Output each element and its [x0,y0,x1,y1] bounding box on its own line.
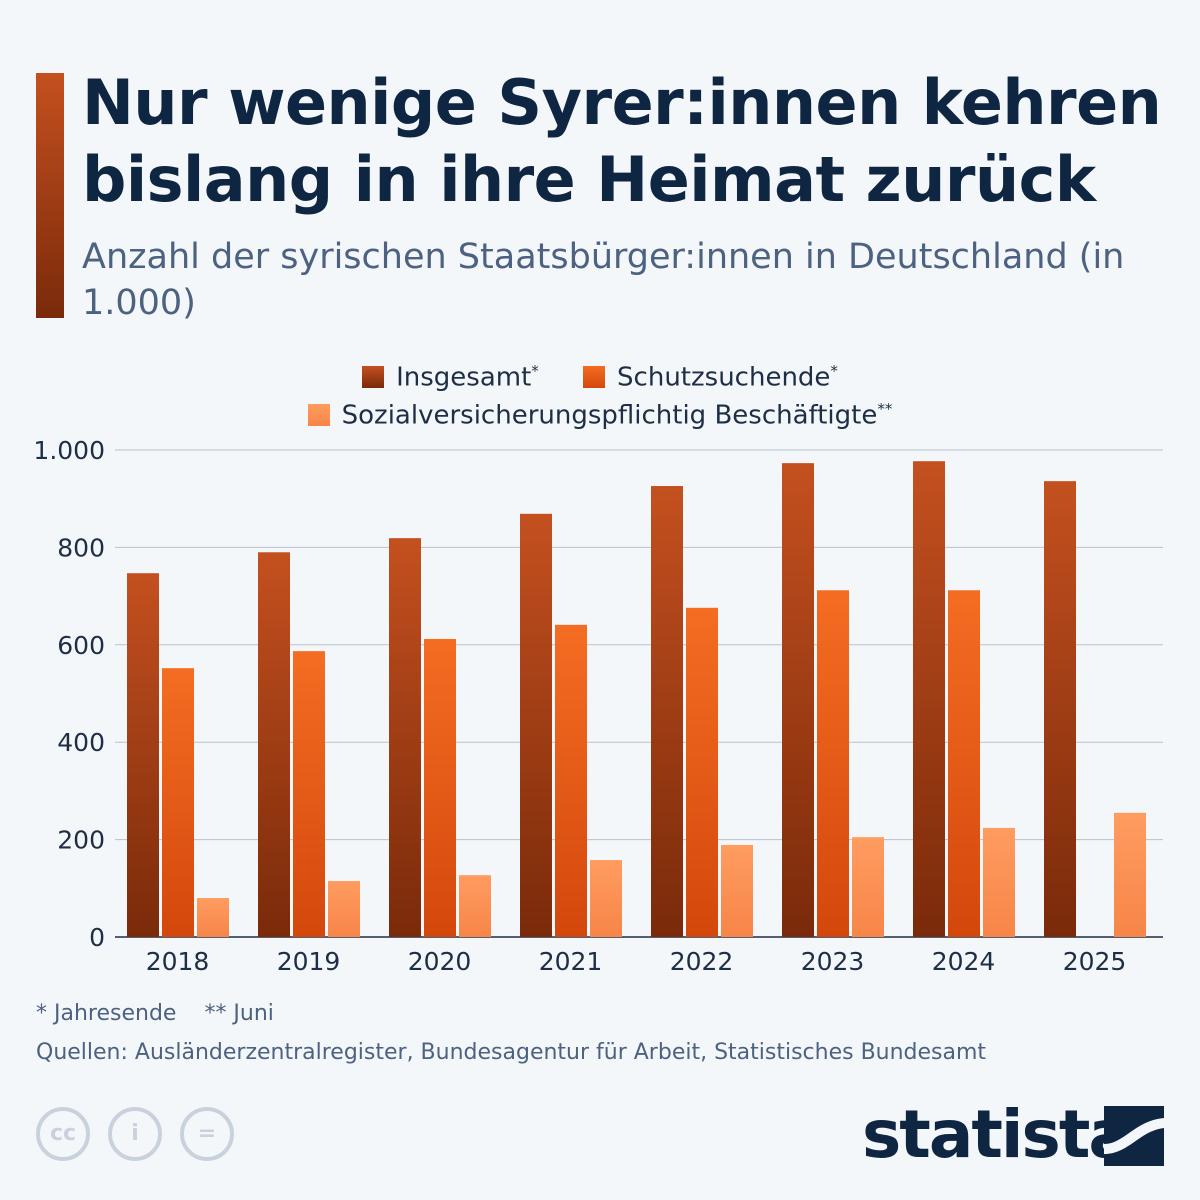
footnotes: * Jahresende ** Juni [36,1001,274,1026]
bar-2018-series-1 [162,668,194,937]
bar-2018-series-0 [127,573,159,937]
legend-item-schutzsuchende: Schutzsuchende* [583,352,838,397]
footnote-year-end: * Jahresende [36,1001,177,1026]
bar-2025-series-2 [1114,812,1146,937]
cc-icon: cc [36,1107,90,1161]
statista-logo: statista [862,1096,1164,1173]
statista-logo-icon [1104,1106,1164,1166]
bar-2019-series-2 [328,880,360,937]
legend-swatch [583,365,606,388]
title-accent-bar [36,73,64,318]
attribution-icon: i [108,1107,162,1161]
bar-2022-series-2 [721,844,753,937]
legend-item-beschaeftigte: Sozialversicherungspflichtig Beschäftigt… [307,390,893,435]
bar-2019-series-0 [258,552,290,937]
bar-2021-series-2 [590,860,622,937]
x-tick-label: 2022 [670,947,734,976]
bar-2019-series-1 [293,651,325,937]
legend-swatch [362,365,385,388]
legend: Insgesamt* Schutzsuchende* Sozialversich… [0,352,1200,431]
x-tick-label: 2025 [1063,947,1127,976]
legend-label: Insgesamt [396,362,532,393]
y-tick-label: 1.000 [33,436,105,465]
bar-2022-series-0 [651,486,683,937]
x-tick-label: 2024 [932,947,996,976]
y-tick-label: 200 [57,826,105,855]
bar-2023-series-2 [852,837,884,937]
bar-2024-series-1 [948,590,980,937]
bar-2023-series-0 [782,463,814,937]
bar-2023-series-1 [817,590,849,937]
brand-name: statista [862,1096,1133,1173]
x-tick-label: 2021 [539,947,603,976]
bar-2021-series-1 [555,624,587,937]
legend-item-insgesamt: Insgesamt* [362,352,539,397]
bar-2020-series-1 [424,638,456,937]
x-tick-label: 2020 [408,947,472,976]
bar-chart: 0 200 400 600 800 1.000 2018 2019 2020 2021 2022 20… [33,436,1163,976]
chart-title: Nur wenige Syrer:innen kehren bislang in… [82,66,1162,216]
bar-2021-series-0 [520,513,552,937]
bar-2025-series-0 [1044,481,1076,937]
bar-2022-series-1 [686,607,718,937]
x-tick-label: 2019 [277,947,341,976]
y-tick-label: 600 [57,631,105,660]
bar-2024-series-0 [913,461,945,937]
legend-mark: * [531,362,539,380]
legend-swatch [307,403,330,426]
source: Quellen: Ausländerzentralregister, Bunde… [36,1040,987,1065]
footnote-june: ** Juni [204,1001,274,1026]
legend-label: Schutzsuchende [617,362,831,393]
x-tick-label: 2023 [801,947,865,976]
no-derivatives-icon: = [180,1107,234,1161]
bar-2018-series-2 [197,898,229,937]
legend-mark: ** [877,400,893,418]
y-tick-label: 0 [89,923,105,952]
y-tick-label: 400 [57,728,105,757]
bar-2020-series-2 [459,875,491,937]
bar-2024-series-2 [983,827,1015,937]
legend-mark: * [830,362,838,380]
chart-subtitle: Anzahl der syrischen Staatsbürger:innen … [82,237,1125,323]
legend-label: Sozialversicherungspflichtig Beschäftigt… [341,400,878,431]
x-tick-label: 2018 [146,947,210,976]
bar-2020-series-0 [389,538,421,937]
y-tick-label: 800 [57,533,105,562]
